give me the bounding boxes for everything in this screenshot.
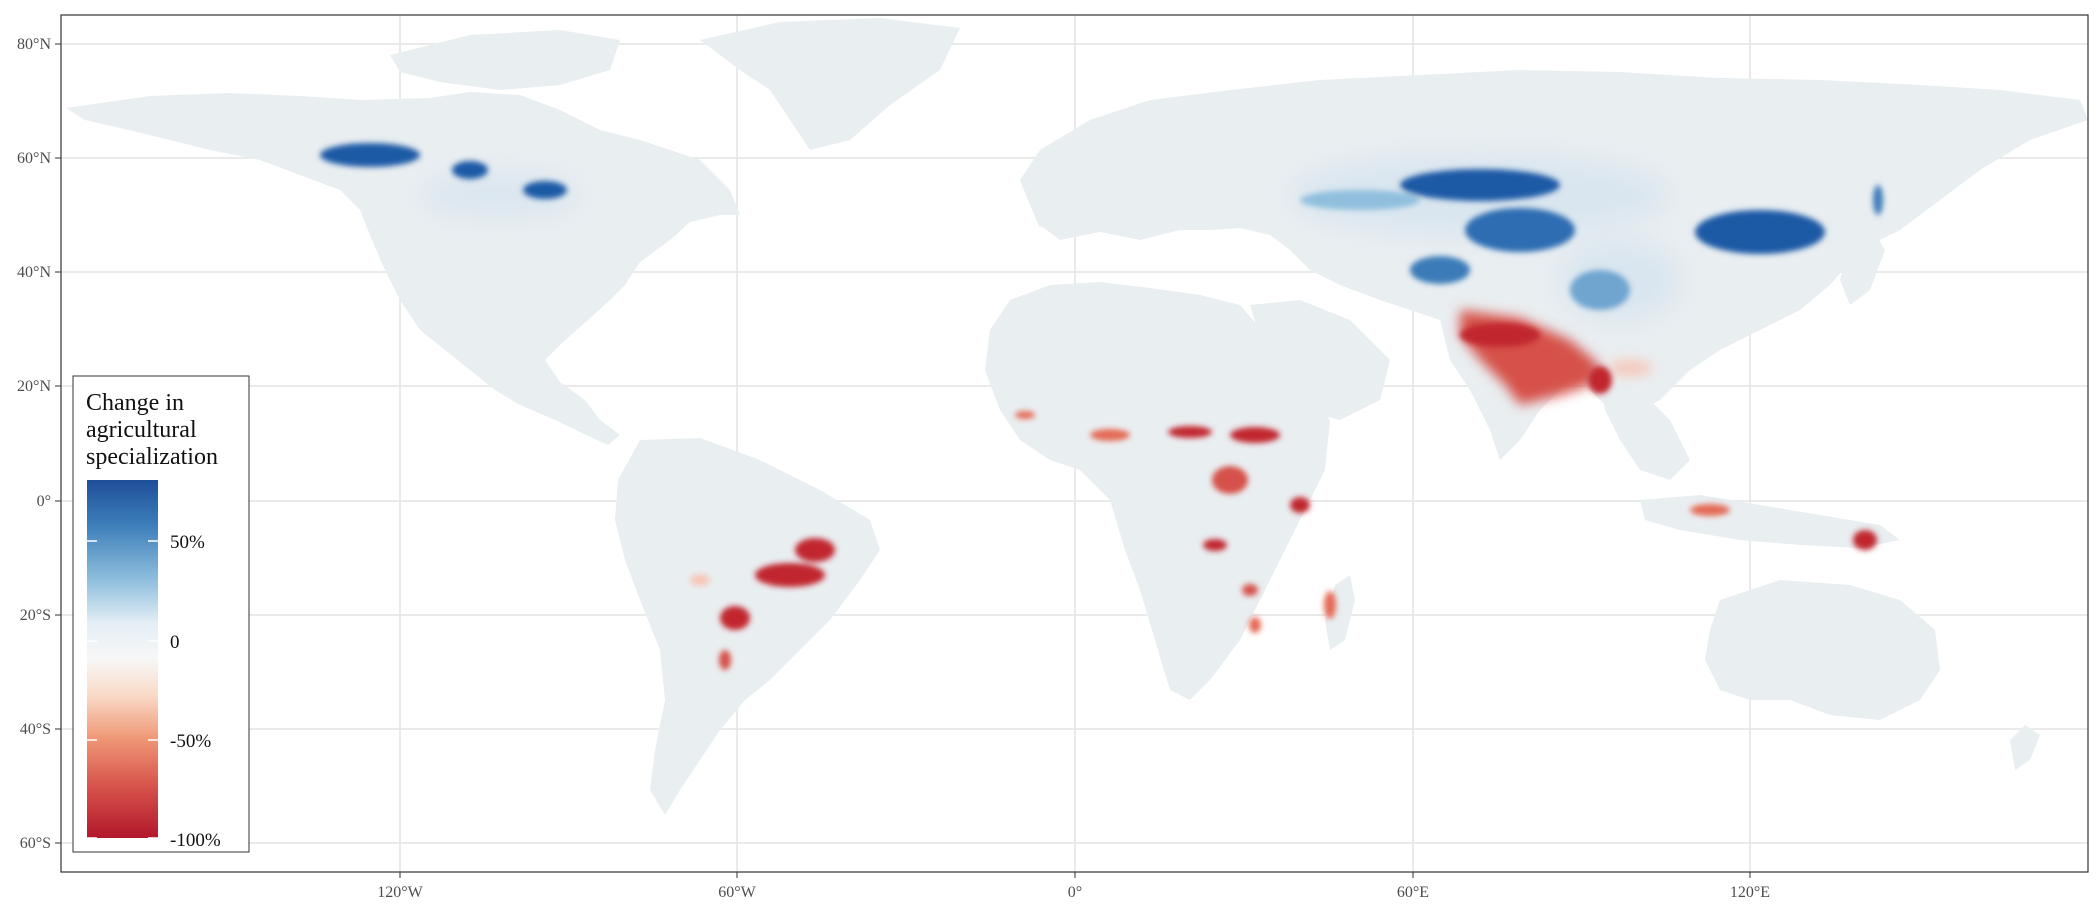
hotspot-zimbabwe [1249, 617, 1261, 633]
hotspot-paraguay [720, 606, 750, 630]
hotspot-central-africa [1212, 466, 1248, 494]
y-tick-label-3: 20°N [17, 378, 51, 395]
hotspot-central-asia-south [1410, 256, 1470, 284]
x-tick-label-4: 120°E [1730, 884, 1770, 901]
hotspot-new-guinea [1853, 530, 1877, 550]
hotspot-chad [1168, 426, 1212, 438]
hotspot-xinjiang [1465, 208, 1575, 252]
hotspot-nigeria-west [1090, 429, 1130, 441]
hotspot-goias [795, 538, 835, 562]
y-tick-label-4: 0° [37, 493, 51, 510]
y-tick-label-2: 40°N [17, 264, 51, 281]
legend-label-0: 0 [170, 632, 180, 653]
hotspot-saskatchewan [452, 161, 488, 179]
legend-label-neg100: -100% [170, 830, 221, 851]
y-tick-label-0: 80°N [17, 36, 51, 53]
hotspot-myanmar [1608, 360, 1652, 376]
hotspot-argentina-north [719, 650, 731, 670]
x-tick-label-3: 60°E [1397, 884, 1429, 901]
hotspot-mato-grosso [755, 563, 825, 587]
y-tick-label-6: 40°S [20, 721, 51, 738]
legend-colorbar [87, 480, 158, 838]
hotspot-kenya [1290, 497, 1310, 513]
legend-label-50: 50% [170, 532, 205, 553]
hotspot-sakhalin [1873, 185, 1883, 215]
hotspot-alberta [320, 143, 420, 167]
hotspot-mongolia [1695, 210, 1825, 254]
hotspot-bangladesh [1588, 366, 1612, 394]
hotspot-sumatra [1690, 504, 1730, 516]
y-tick-label-5: 20°S [20, 607, 51, 624]
legend-title-line-1: Change in [86, 390, 184, 416]
hotspot-kazakhstan [1400, 169, 1560, 201]
hotspot-manitoba [523, 181, 567, 199]
hotspot-sudan [1230, 427, 1280, 443]
x-tick-label-0: 120°W [377, 884, 423, 901]
hotspot-punjab [1460, 323, 1540, 347]
legend-title-line-2: agricultural [86, 417, 197, 443]
hotspot-madagascar [1324, 591, 1336, 619]
x-tick-label-1: 60°W [718, 884, 756, 901]
hotspot-zambia [1242, 584, 1258, 596]
hotspot-senegal [1015, 411, 1035, 419]
x-tick-label-2: 0° [1068, 884, 1082, 901]
hotspot-bolivia [690, 574, 710, 586]
hotspot-drc-east [1203, 539, 1227, 551]
legend-title-line-3: specialization [86, 444, 218, 470]
legend-label-neg50: -50% [170, 731, 211, 752]
y-tick-label-7: 60°S [20, 835, 51, 852]
hotspot-western-china [1570, 270, 1630, 310]
legend: Change in agricultural specialization 50… [73, 376, 249, 852]
y-tick-label-1: 60°N [17, 150, 51, 167]
hotspot-russia-west [1300, 190, 1420, 210]
